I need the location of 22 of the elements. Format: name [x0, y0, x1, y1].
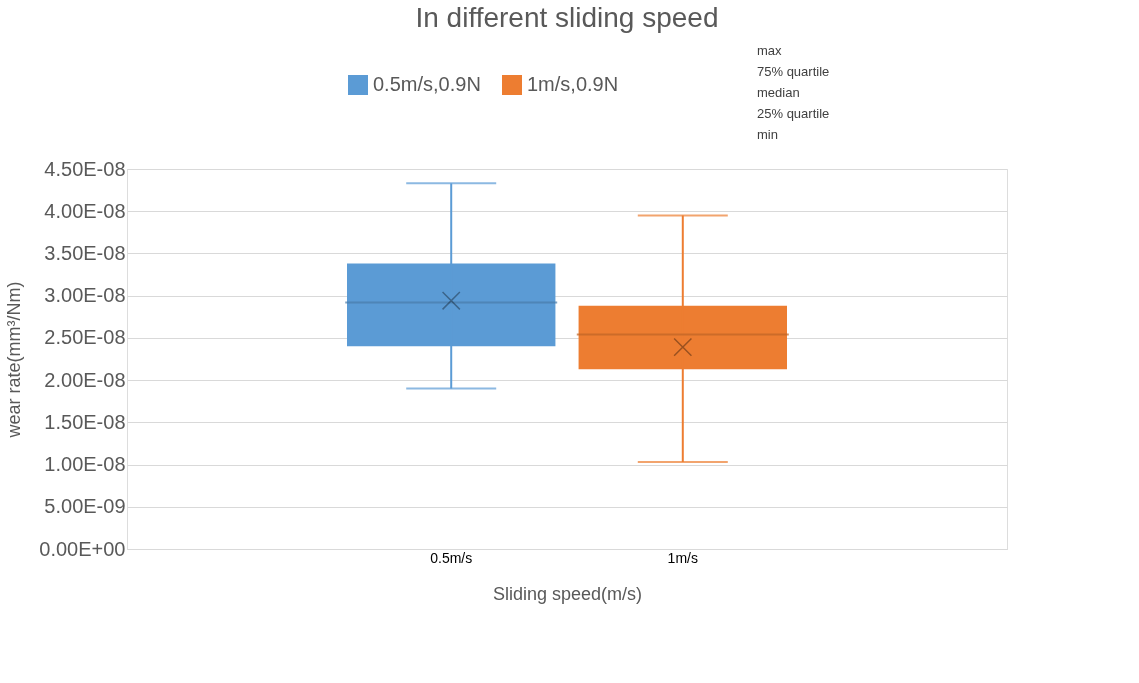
- x-tick-label: 1m/s: [667, 549, 698, 566]
- y-tick-label: 4.50E-08: [44, 157, 126, 180]
- text: median: [757, 85, 800, 100]
- y-tick-label: 1.50E-08: [44, 410, 126, 433]
- y-axis-title: wear rate(mm³/Nm): [4, 281, 25, 439]
- text: 75% quartile: [757, 64, 830, 79]
- y-tick-label: 5.00E-09: [44, 495, 126, 518]
- text: min: [757, 127, 778, 142]
- text: 25% quartile: [757, 106, 830, 121]
- y-tick-label: 3.50E-08: [44, 241, 126, 264]
- y-tick-label: 2.00E-08: [44, 368, 126, 391]
- text: max: [757, 43, 783, 58]
- x-axis-title: Sliding speed(m/s): [492, 583, 643, 604]
- y-tick-label: 1.00E-08: [44, 453, 126, 476]
- y-tick-label: 2.50E-08: [44, 326, 126, 349]
- chart-title: In different sliding speed: [415, 2, 719, 33]
- y-tick-label: 4.00E-08: [44, 199, 126, 222]
- x-tick-label: 0.5m/s: [430, 549, 473, 566]
- legend-label: 0.5m/s,0.9N: [373, 73, 481, 95]
- y-tick-label: 0.00E+00: [39, 537, 126, 560]
- legend-label: 1m/s,0.9N: [527, 73, 619, 95]
- y-tick-label: 3.00E-08: [44, 284, 126, 307]
